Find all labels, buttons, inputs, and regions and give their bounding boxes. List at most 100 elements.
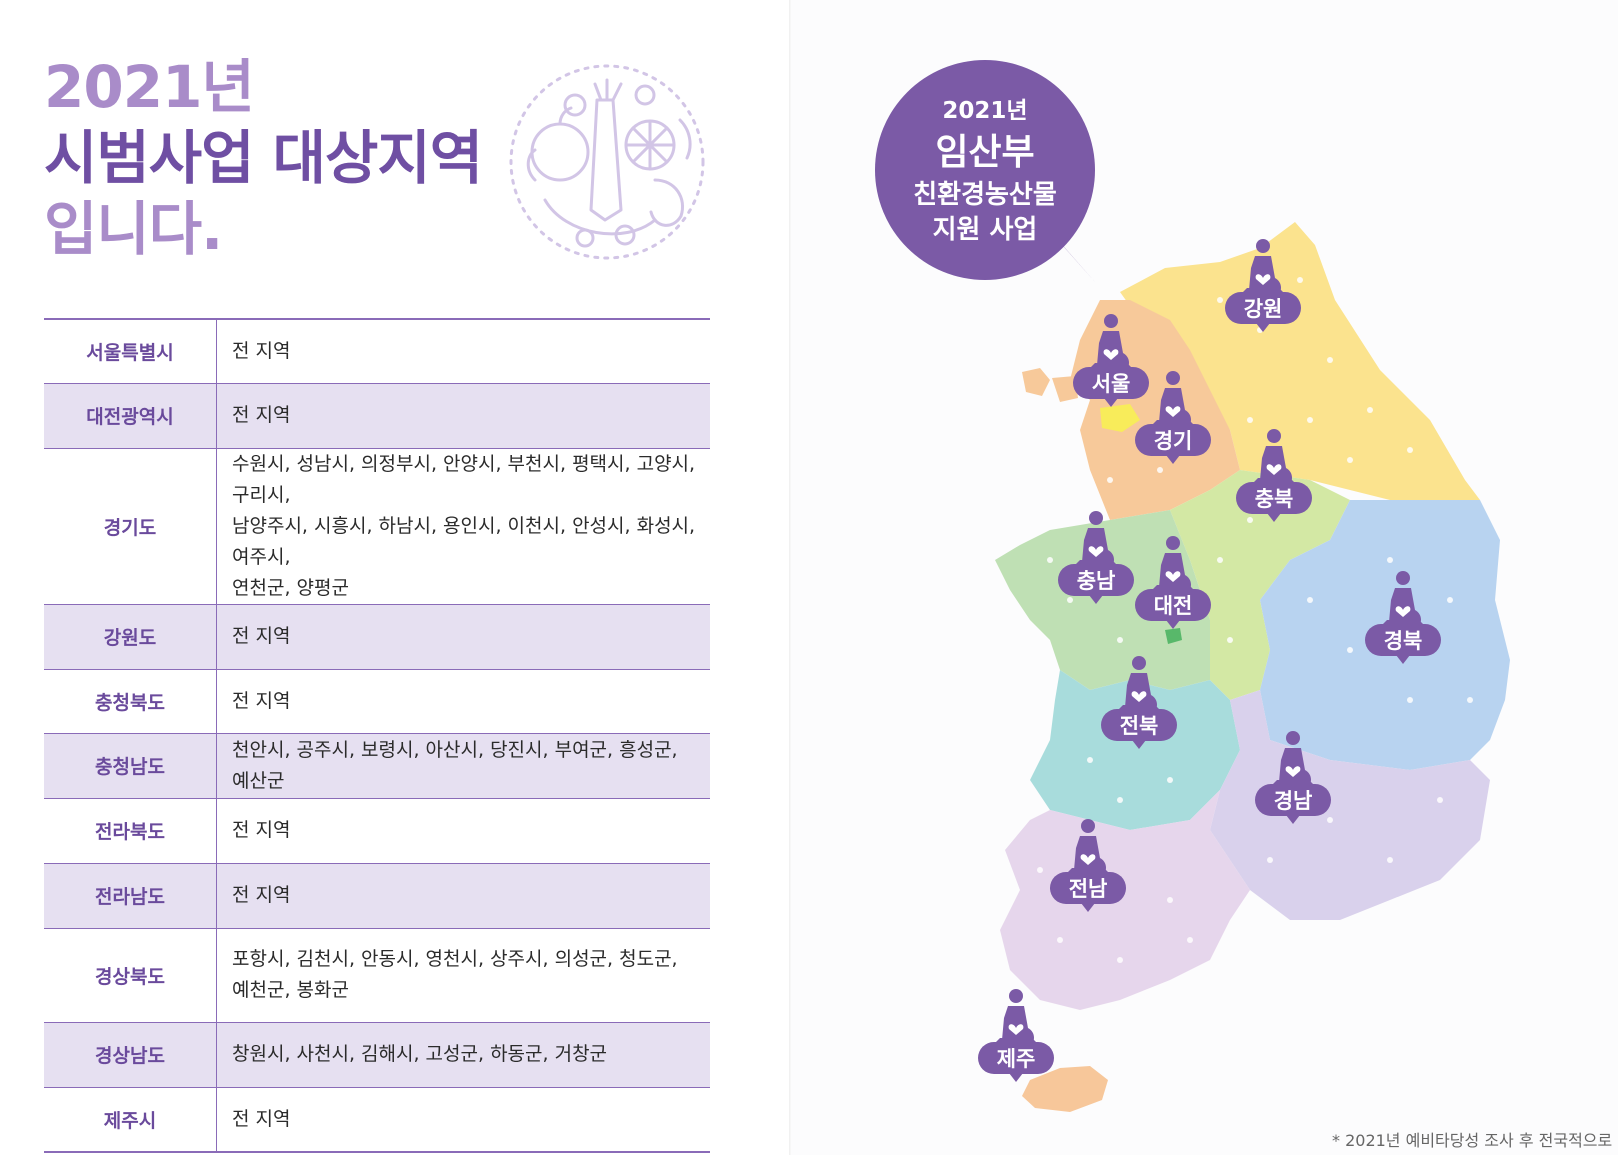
map-region-jeju bbox=[1022, 1066, 1108, 1112]
area-line: 수원시, 성남시, 의정부시, 안양시, 부천시, 평택시, 고양시, 구리시, bbox=[232, 452, 696, 506]
map-region-daejeon bbox=[1165, 628, 1182, 644]
pregnant-woman-icon bbox=[1254, 429, 1294, 486]
region-marker: 대전 bbox=[1135, 536, 1211, 629]
table-row: 충청남도 천안시, 공주시, 보령시, 아산시, 당진시, 부여군, 흥성군, 예… bbox=[44, 733, 710, 799]
region-name: 서울특별시 bbox=[44, 319, 217, 384]
region-marker: 경남 bbox=[1255, 731, 1331, 824]
marker-pointer bbox=[1286, 815, 1300, 824]
region-areas: 창원시, 사천시, 김해시, 고성군, 하동군, 거창군 bbox=[216, 1022, 710, 1088]
marker-pointer bbox=[1081, 903, 1095, 912]
bubble-line3: 지원 사업 bbox=[933, 215, 1038, 245]
marker-label-pill bbox=[1073, 367, 1149, 399]
region-areas: 전 지역 bbox=[216, 319, 710, 384]
region-areas: 전 지역 bbox=[216, 383, 710, 449]
marker-pointer bbox=[1166, 455, 1180, 464]
marker-label-pill bbox=[1365, 624, 1441, 656]
area-line: 전 지역 bbox=[232, 819, 291, 841]
region-marker: 서울 bbox=[1073, 314, 1149, 407]
region-name: 경기도 bbox=[44, 448, 217, 605]
pregnant-woman-icon bbox=[996, 989, 1036, 1046]
marker-pointer bbox=[1256, 323, 1270, 332]
region-name: 충청북도 bbox=[44, 669, 217, 734]
marker-label: 경남 bbox=[1274, 789, 1313, 813]
area-line: 창원시, 사천시, 김해시, 고성군, 하동군, 거창군 bbox=[232, 1043, 608, 1065]
region-name: 경상남도 bbox=[44, 1022, 217, 1088]
map-region-seoul bbox=[1100, 404, 1140, 432]
region-name: 대전광역시 bbox=[44, 383, 217, 449]
pregnant-woman-icon bbox=[1076, 511, 1116, 568]
area-line: 전 지역 bbox=[232, 689, 291, 712]
table-row: 서울특별시 전 지역 bbox=[44, 319, 710, 384]
area-line: 연천군, 양평군 bbox=[232, 576, 349, 599]
area-line: 포항시, 김천시, 안동시, 영천시, 상주시, 의성군, 청도군, bbox=[232, 948, 678, 970]
bubble-line2: 친환경농산물 bbox=[913, 180, 1057, 210]
region-areas: 천안시, 공주시, 보령시, 아산시, 당진시, 부여군, 흥성군, 예산군 bbox=[216, 733, 710, 799]
pregnant-woman-icon bbox=[1091, 314, 1131, 371]
pregnant-woman-icon bbox=[1243, 239, 1283, 296]
marker-label: 제주 bbox=[997, 1047, 1036, 1071]
marker-pointer bbox=[1009, 1073, 1023, 1082]
area-line: 예천군, 봉화군 bbox=[232, 979, 349, 1001]
region-areas: 전 지역 bbox=[216, 669, 710, 734]
pregnant-woman-icon bbox=[1273, 731, 1313, 788]
area-line: 천안시, 공주시, 보령시, 아산시, 당진시, 부여군, 흥성군, 예산군 bbox=[232, 738, 678, 792]
pregnant-woman-icon bbox=[1383, 571, 1423, 628]
korea-map: 2021년 임산부 친환경농산물 지원 사업 강원서울경기충북충남대전경북전북경… bbox=[875, 60, 1510, 1112]
marker-pointer bbox=[1089, 595, 1103, 604]
marker-label-pill bbox=[1058, 564, 1134, 596]
pregnant-woman-icon bbox=[1119, 656, 1159, 713]
region-marker: 경기 bbox=[1135, 371, 1211, 464]
vegetables-emblem-icon bbox=[509, 64, 705, 260]
table-row: 전라남도 전 지역 bbox=[44, 863, 710, 929]
region-shapes bbox=[995, 222, 1510, 1112]
region-marker: 강원 bbox=[1225, 239, 1301, 332]
table-row: 제주시 전 지역 bbox=[44, 1087, 710, 1152]
area-line: 전 지역 bbox=[232, 1107, 291, 1130]
region-name: 제주시 bbox=[44, 1087, 217, 1152]
title-line2: 시범사업 대상지역 bbox=[44, 123, 483, 192]
marker-label-pill bbox=[978, 1042, 1054, 1074]
map-region-gyeongnam bbox=[1210, 690, 1490, 920]
region-marker: 경북 bbox=[1365, 571, 1441, 664]
marker-label: 전남 bbox=[1069, 877, 1108, 901]
marker-label: 경기 bbox=[1154, 429, 1193, 453]
area-line: 전 지역 bbox=[232, 884, 291, 906]
region-areas: 수원시, 성남시, 의정부시, 안양시, 부천시, 평택시, 고양시, 구리시,… bbox=[216, 448, 710, 605]
speech-bubble-circle bbox=[875, 60, 1095, 280]
region-areas: 전 지역 bbox=[217, 1087, 711, 1152]
marker-label: 경북 bbox=[1384, 629, 1423, 653]
region-name: 강원도 bbox=[44, 604, 217, 670]
region-marker: 충북 bbox=[1236, 429, 1312, 522]
region-marker: 충남 bbox=[1058, 511, 1134, 604]
region-name: 전라남도 bbox=[44, 863, 217, 929]
table-row: 충청북도 전 지역 bbox=[44, 669, 710, 734]
title-year: 2021년 bbox=[44, 53, 255, 121]
region-areas: 전 지역 bbox=[216, 604, 710, 670]
table-row: 대전광역시 전 지역 bbox=[44, 383, 710, 449]
map-region-chungbuk bbox=[1170, 470, 1350, 700]
map-dots bbox=[1037, 277, 1473, 963]
marker-label: 충남 bbox=[1077, 569, 1116, 593]
table-row: 경상북도 포항시, 김천시, 안동시, 영천시, 상주시, 의성군, 청도군, 예천… bbox=[44, 928, 710, 1023]
target-region-table: 서울특별시 전 지역 대전광역시 전 지역 경기도 수원시, 성남시, 의정부시, 안양시… bbox=[44, 318, 710, 1153]
table-row: 경상남도 창원시, 사천시, 김해시, 고성군, 하동군, 거창군 bbox=[44, 1022, 710, 1088]
area-line: 전 지역 bbox=[232, 339, 291, 362]
map-region-gyeonggi-islands bbox=[1022, 368, 1078, 402]
region-marker: 전남 bbox=[1050, 819, 1126, 912]
region-marker: 전북 bbox=[1101, 656, 1177, 749]
marker-label: 충북 bbox=[1255, 487, 1294, 511]
bubble-year: 2021년 bbox=[942, 98, 1027, 124]
marker-pointer bbox=[1104, 398, 1118, 407]
region-areas: 포항시, 김천시, 안동시, 영천시, 상주시, 의성군, 청도군, 예천군, 봉… bbox=[216, 928, 710, 1023]
marker-label-pill bbox=[1135, 589, 1211, 621]
page-title: 2021년 시범사업 대상지역 입니다. bbox=[44, 52, 483, 264]
title-line3: 입니다. bbox=[44, 194, 223, 263]
marker-pointer bbox=[1132, 740, 1146, 749]
footnote: * 2021년 예비타당성 조사 후 전국적으로 확대 bbox=[1332, 1131, 1618, 1150]
marker-label-pill bbox=[1255, 784, 1331, 816]
pregnant-woman-icon bbox=[1153, 536, 1193, 593]
area-line: 전 지역 bbox=[232, 625, 291, 647]
marker-label-pill bbox=[1225, 292, 1301, 324]
area-line: 전 지역 bbox=[232, 404, 291, 426]
